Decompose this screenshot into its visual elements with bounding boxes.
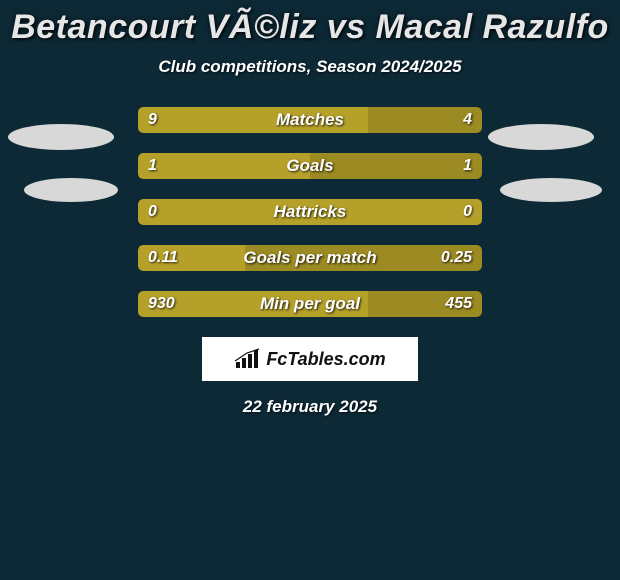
stat-bar-left — [138, 107, 368, 133]
stat-value-left: 0.11 — [148, 245, 178, 271]
stat-bar — [138, 245, 482, 271]
stat-row: 930455Min per goal — [0, 291, 620, 317]
stat-bar-left — [138, 199, 482, 225]
brand-box[interactable]: FcTables.com — [202, 337, 418, 381]
stat-row: 00Hattricks — [0, 199, 620, 225]
stat-bar-left — [138, 153, 310, 179]
brand-text: FcTables.com — [266, 349, 385, 370]
stat-bar — [138, 199, 482, 225]
comparison-card: Betancourt VÃ©liz vs Macal Razulfo Club … — [0, 0, 620, 580]
stat-value-left: 1 — [148, 153, 157, 179]
date-label: 22 february 2025 — [0, 397, 620, 417]
subtitle: Club competitions, Season 2024/2025 — [0, 57, 620, 77]
stat-value-left: 930 — [148, 291, 175, 317]
stat-row: 0.110.25Goals per match — [0, 245, 620, 271]
stat-value-right: 0.25 — [441, 245, 472, 271]
stat-row: 11Goals — [0, 153, 620, 179]
stat-value-right: 4 — [463, 107, 472, 133]
stat-value-left: 9 — [148, 107, 157, 133]
stat-bar — [138, 153, 482, 179]
page-title: Betancourt VÃ©liz vs Macal Razulfo — [0, 0, 620, 47]
bar-chart-icon — [234, 348, 260, 370]
stat-bar-right — [310, 153, 482, 179]
stat-row: 94Matches — [0, 107, 620, 133]
stat-value-right: 0 — [463, 199, 472, 225]
stat-value-left: 0 — [148, 199, 157, 225]
stat-value-right: 1 — [463, 153, 472, 179]
stat-bar — [138, 107, 482, 133]
stat-value-right: 455 — [445, 291, 472, 317]
stat-bar — [138, 291, 482, 317]
